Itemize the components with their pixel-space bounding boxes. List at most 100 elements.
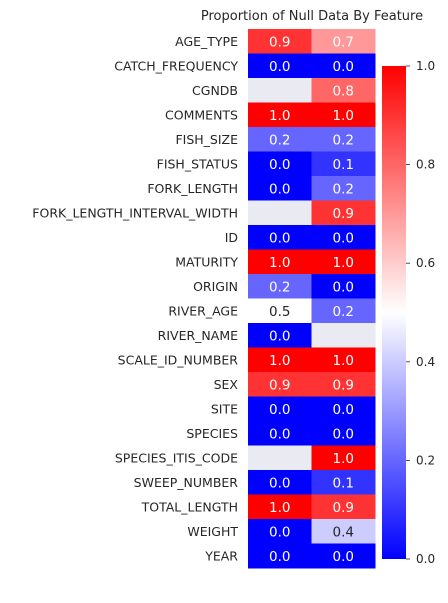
chart-title: Proportion of Null Data By Feature — [201, 9, 423, 24]
row-label-total-length: TOTAL_LENGTH — [141, 499, 238, 514]
heatmap-cell-species-itis-code-gns — [248, 445, 312, 471]
cell-value-river-age-mar: 0.2 — [333, 304, 354, 320]
cell-value-fork-length-gns: 0.0 — [269, 181, 290, 197]
cell-value-species-mar: 0.0 — [333, 426, 354, 442]
row-label-sweep-number: SWEEP_NUMBER — [134, 475, 239, 490]
row-label-catch-frequency: CATCH_FREQUENCY — [114, 58, 238, 73]
heatmap-cell-age-type-mar — [311, 29, 376, 54]
heatmap-cell-river-name-mar — [311, 323, 376, 348]
cell-value-year-mar: 0.0 — [333, 549, 354, 565]
heatmap-cell-fish-size-mar — [311, 127, 376, 152]
row-label-species: SPECIES — [186, 426, 238, 441]
row-label-fork-length-interval-width: FORK_LENGTH_INTERVAL_WIDTH — [32, 205, 238, 220]
cell-value-age-type-gns: 0.9 — [269, 34, 290, 50]
colorbar-tick-label: 0.4 — [416, 355, 435, 369]
heatmap-cell-year-mar — [311, 543, 376, 569]
colorbar: 0.0 0.2 0.4 0.6 0.8 1.0 — [382, 59, 435, 566]
heatmap-cell-year-gns — [248, 543, 312, 569]
heatmap-cell-comments-mar — [311, 102, 376, 128]
heatmap-cell-total-length-gns — [248, 494, 312, 520]
heatmap-cell-species-mar — [311, 421, 376, 446]
heatmap-cell-weight-mar — [311, 519, 376, 544]
heatmap-cell-comments-gns — [248, 102, 312, 128]
heatmap-cells: 0.9 0.7 0.0 0.0 0.8 1.0 1.0 0.2 0.2 0.0 0.1 0.0 0.2 0… — [248, 29, 376, 569]
heatmap-cell-scale-id-number-gns — [248, 347, 312, 373]
heatmap-cell-site-gns — [248, 396, 312, 422]
cell-value-weight-mar: 0.4 — [333, 524, 354, 540]
cell-value-river-name-gns: 0.0 — [269, 328, 290, 344]
colorbar-gradient — [382, 66, 406, 559]
heatmap-cell-fish-status-mar — [311, 151, 376, 177]
cell-value-id-mar: 0.0 — [333, 230, 354, 246]
row-label-origin: ORIGIN — [193, 279, 238, 294]
row-label-river-age: RIVER_AGE — [168, 303, 238, 318]
cell-value-fish-size-gns: 0.2 — [269, 132, 290, 148]
cell-value-sweep-number-mar: 0.1 — [333, 475, 354, 491]
row-label-age-type: AGE_TYPE — [175, 34, 238, 49]
heatmap-cell-river-age-gns — [248, 298, 312, 324]
cell-value-fish-status-mar: 0.1 — [333, 157, 354, 173]
row-labels: AGE_TYPE CATCH_FREQUENCY CGNDB COMMENTS FISH… — [32, 34, 238, 564]
colorbar-tick-label: 0.2 — [416, 453, 435, 467]
row-label-id: ID — [225, 230, 238, 245]
heatmap-cell-total-length-mar — [311, 494, 376, 520]
colorbar-tick-label: 0.0 — [416, 552, 435, 566]
heatmap-cell-fish-status-gns — [248, 151, 312, 177]
heatmap-cell-id-mar — [311, 225, 376, 250]
cell-value-river-age-gns: 0.5 — [269, 304, 290, 320]
row-label-cgndb: CGNDB — [192, 83, 238, 98]
heatmap-cell-sweep-number-mar — [311, 470, 376, 495]
row-label-weight: WEIGHT — [187, 524, 238, 539]
row-label-fish-size: FISH_SIZE — [175, 132, 238, 147]
cell-value-cgndb-mar: 0.8 — [333, 83, 354, 99]
heatmap-cell-species-itis-code-mar — [311, 445, 376, 471]
cell-value-total-length-mar: 0.9 — [333, 500, 354, 516]
heatmap-cell-age-type-gns — [248, 29, 312, 54]
heatmap-cell-site-mar — [311, 396, 376, 422]
heatmap-cell-id-gns — [248, 225, 312, 250]
heatmap-cell-fish-size-gns — [248, 127, 312, 152]
cell-value-id-gns: 0.0 — [269, 230, 290, 246]
cell-value-sex-mar: 0.9 — [333, 377, 354, 393]
cell-value-fish-status-gns: 0.0 — [269, 157, 290, 173]
cell-value-comments-mar: 1.0 — [333, 108, 354, 124]
cell-value-sex-gns: 0.9 — [269, 377, 290, 393]
cell-value-site-gns: 0.0 — [269, 402, 290, 418]
heatmap-cell-sex-gns — [248, 372, 312, 397]
cell-value-total-length-gns: 1.0 — [269, 500, 290, 516]
cell-value-maturity-gns: 1.0 — [269, 255, 290, 271]
row-label-year: YEAR — [204, 548, 238, 563]
cell-value-fish-size-mar: 0.2 — [333, 132, 354, 148]
colorbar-tick-label: 0.8 — [416, 158, 435, 172]
cell-value-species-gns: 0.0 — [269, 426, 290, 442]
cell-value-maturity-mar: 1.0 — [333, 255, 354, 271]
cell-value-sweep-number-gns: 0.0 — [269, 475, 290, 491]
heatmap-cell-maturity-gns — [248, 249, 312, 275]
heatmap-cell-weight-gns — [248, 519, 312, 544]
row-label-fork-length: FORK_LENGTH — [147, 181, 238, 196]
heatmap-cell-catch-frequency-gns — [248, 53, 312, 79]
heatmap-cell-cgndb-mar — [311, 78, 376, 103]
heatmap-cell-cgndb-gns — [248, 78, 312, 103]
colorbar-tick-label: 0.6 — [416, 256, 435, 270]
row-label-river-name: RIVER_NAME — [158, 328, 238, 343]
heatmap-cell-species-gns — [248, 421, 312, 446]
heatmap-cell-fork-length-interval-width-mar — [311, 200, 376, 226]
row-label-site: SITE — [211, 401, 238, 416]
heatmap-cell-river-age-mar — [311, 298, 376, 324]
row-label-comments: COMMENTS — [165, 107, 238, 122]
heatmap-cell-maturity-mar — [311, 249, 376, 275]
colorbar-tick-label: 1.0 — [416, 59, 435, 73]
row-label-sex: SEX — [214, 377, 239, 392]
cell-value-scale-id-number-mar: 1.0 — [333, 353, 354, 369]
cell-value-site-mar: 0.0 — [333, 402, 354, 418]
heatmap-cell-sweep-number-gns — [248, 470, 312, 495]
cell-value-fork-length-mar: 0.2 — [333, 181, 354, 197]
row-label-species-itis-code: SPECIES_ITIS_CODE — [115, 450, 238, 465]
cell-value-catch-frequency-mar: 0.0 — [333, 59, 354, 75]
heatmap-cell-fork-length-mar — [311, 176, 376, 201]
cell-value-age-type-mar: 0.7 — [333, 34, 354, 50]
heatmap-cell-fork-length-interval-width-gns — [248, 200, 312, 226]
cell-value-catch-frequency-gns: 0.0 — [269, 59, 290, 75]
cell-value-species-itis-code-mar: 1.0 — [333, 451, 354, 467]
